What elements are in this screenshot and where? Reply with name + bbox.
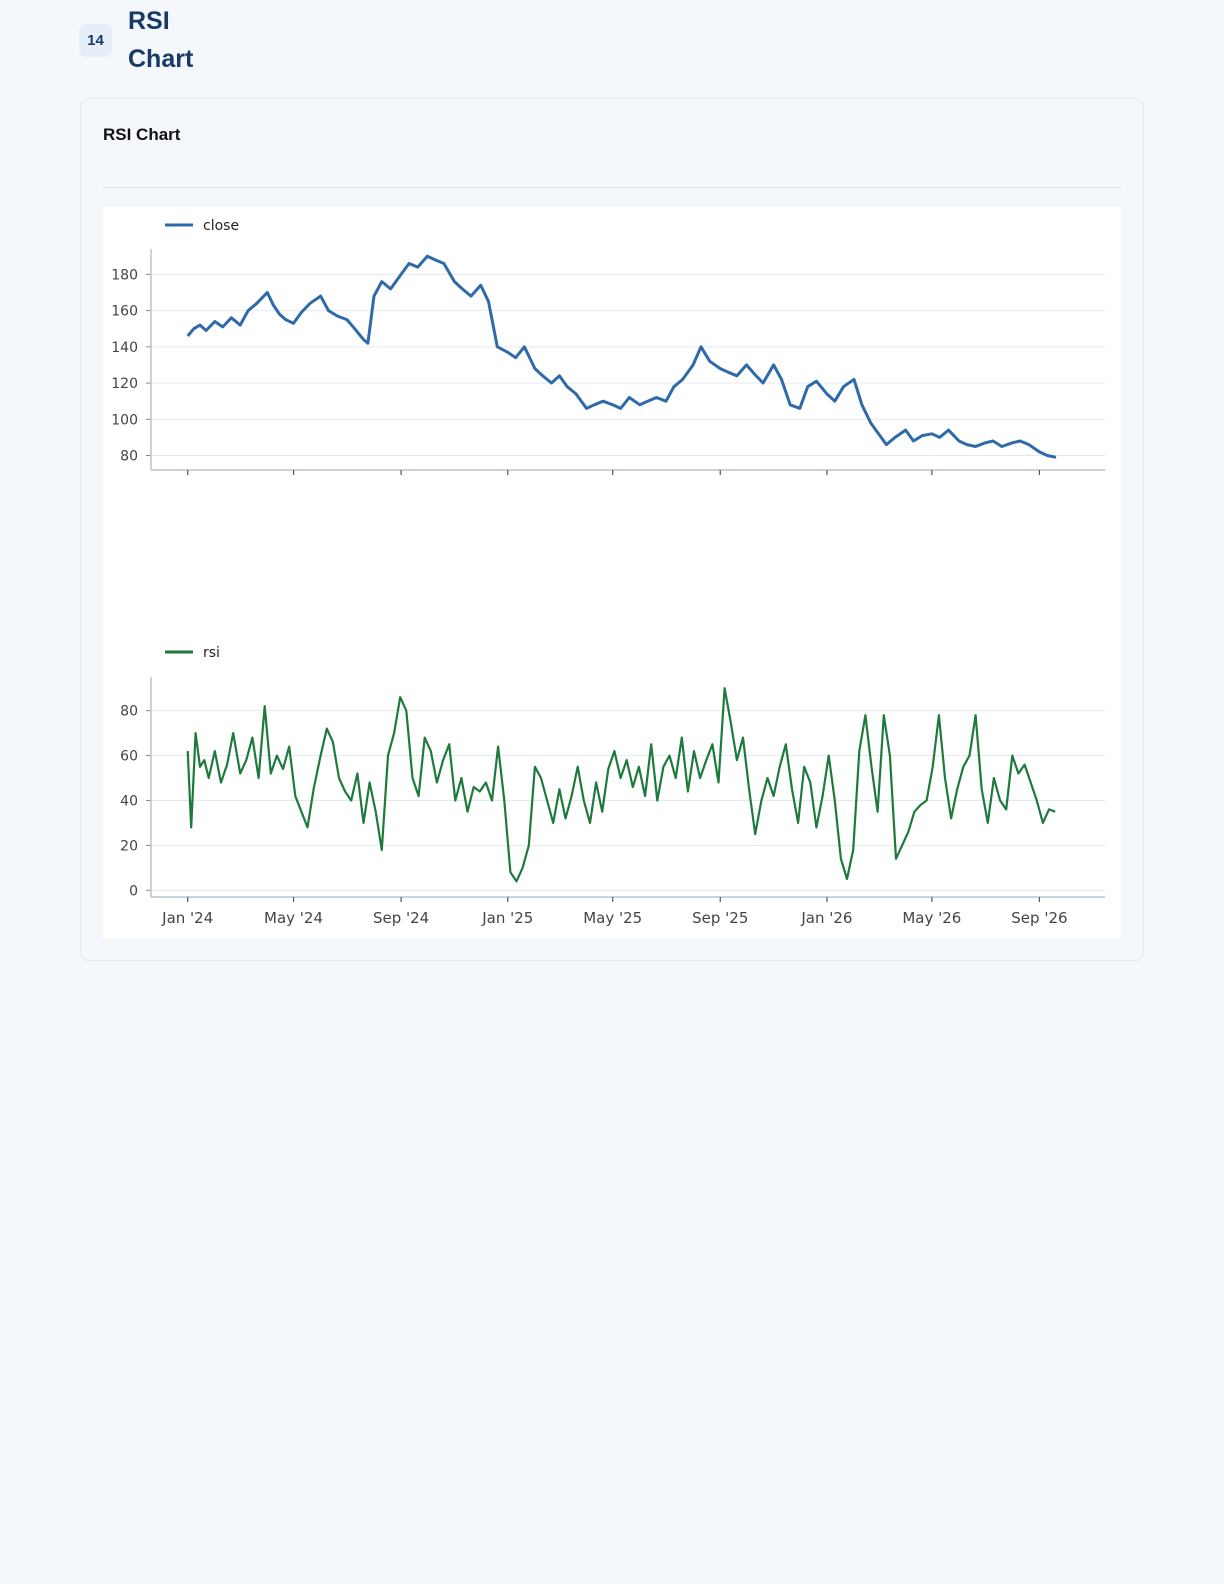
ytick-label: 20	[120, 838, 138, 854]
ytick-label: 80	[120, 704, 138, 720]
xtick-label: Sep '24	[373, 909, 429, 927]
rsi-chart-svg: 80 100 120 140 160 180 close 0 20 40 60 80 Jan '24 Ma…	[111, 218, 1105, 927]
xtick-label: Jan '24	[161, 909, 213, 927]
ytick-label: 60	[120, 749, 138, 765]
ytick-label: 100	[111, 412, 138, 428]
ytick-label: 180	[111, 267, 138, 283]
legend-rsi: rsi	[165, 645, 220, 661]
panel-rsi: 0 20 40 60 80 Jan '24 May '24 Sep '24 Jan '25 May…	[120, 645, 1105, 927]
chart-card: RSI Chart 80 100 120 140 160 180 close 0 20 40 60 8…	[80, 98, 1144, 961]
legend-label: close	[203, 218, 239, 234]
ytick-label: 0	[129, 883, 138, 899]
xtick-label: May '24	[264, 909, 323, 927]
legend-label: rsi	[203, 645, 220, 661]
series-line-close	[186, 254, 1057, 459]
page-header: 14 RSI Chart	[79, 0, 218, 80]
card-title: RSI Chart	[103, 125, 181, 144]
ytick-label: 120	[111, 376, 138, 392]
chart-area: 80 100 120 140 160 180 close 0 20 40 60 80 Jan '24 Ma…	[103, 207, 1121, 939]
xtick-label: Sep '26	[1011, 909, 1067, 927]
xtick-label: May '26	[902, 909, 961, 927]
series-line-rsi	[186, 687, 1056, 883]
xtick-label: Sep '25	[692, 909, 748, 927]
rsi-period-badge: 14	[79, 23, 112, 57]
xtick-label: Jan '26	[800, 909, 852, 927]
legend-close: close	[165, 218, 239, 234]
ytick-label: 160	[111, 304, 138, 320]
xtick-label: Jan '25	[481, 909, 533, 927]
xtick-label: May '25	[583, 909, 642, 927]
page-title: RSI Chart	[128, 7, 194, 73]
ytick-label: 40	[120, 793, 138, 809]
card-divider	[103, 187, 1121, 188]
panel-close: 80 100 120 140 160 180 close	[111, 218, 1105, 475]
ytick-label: 80	[120, 449, 138, 465]
ytick-label: 140	[111, 340, 138, 356]
